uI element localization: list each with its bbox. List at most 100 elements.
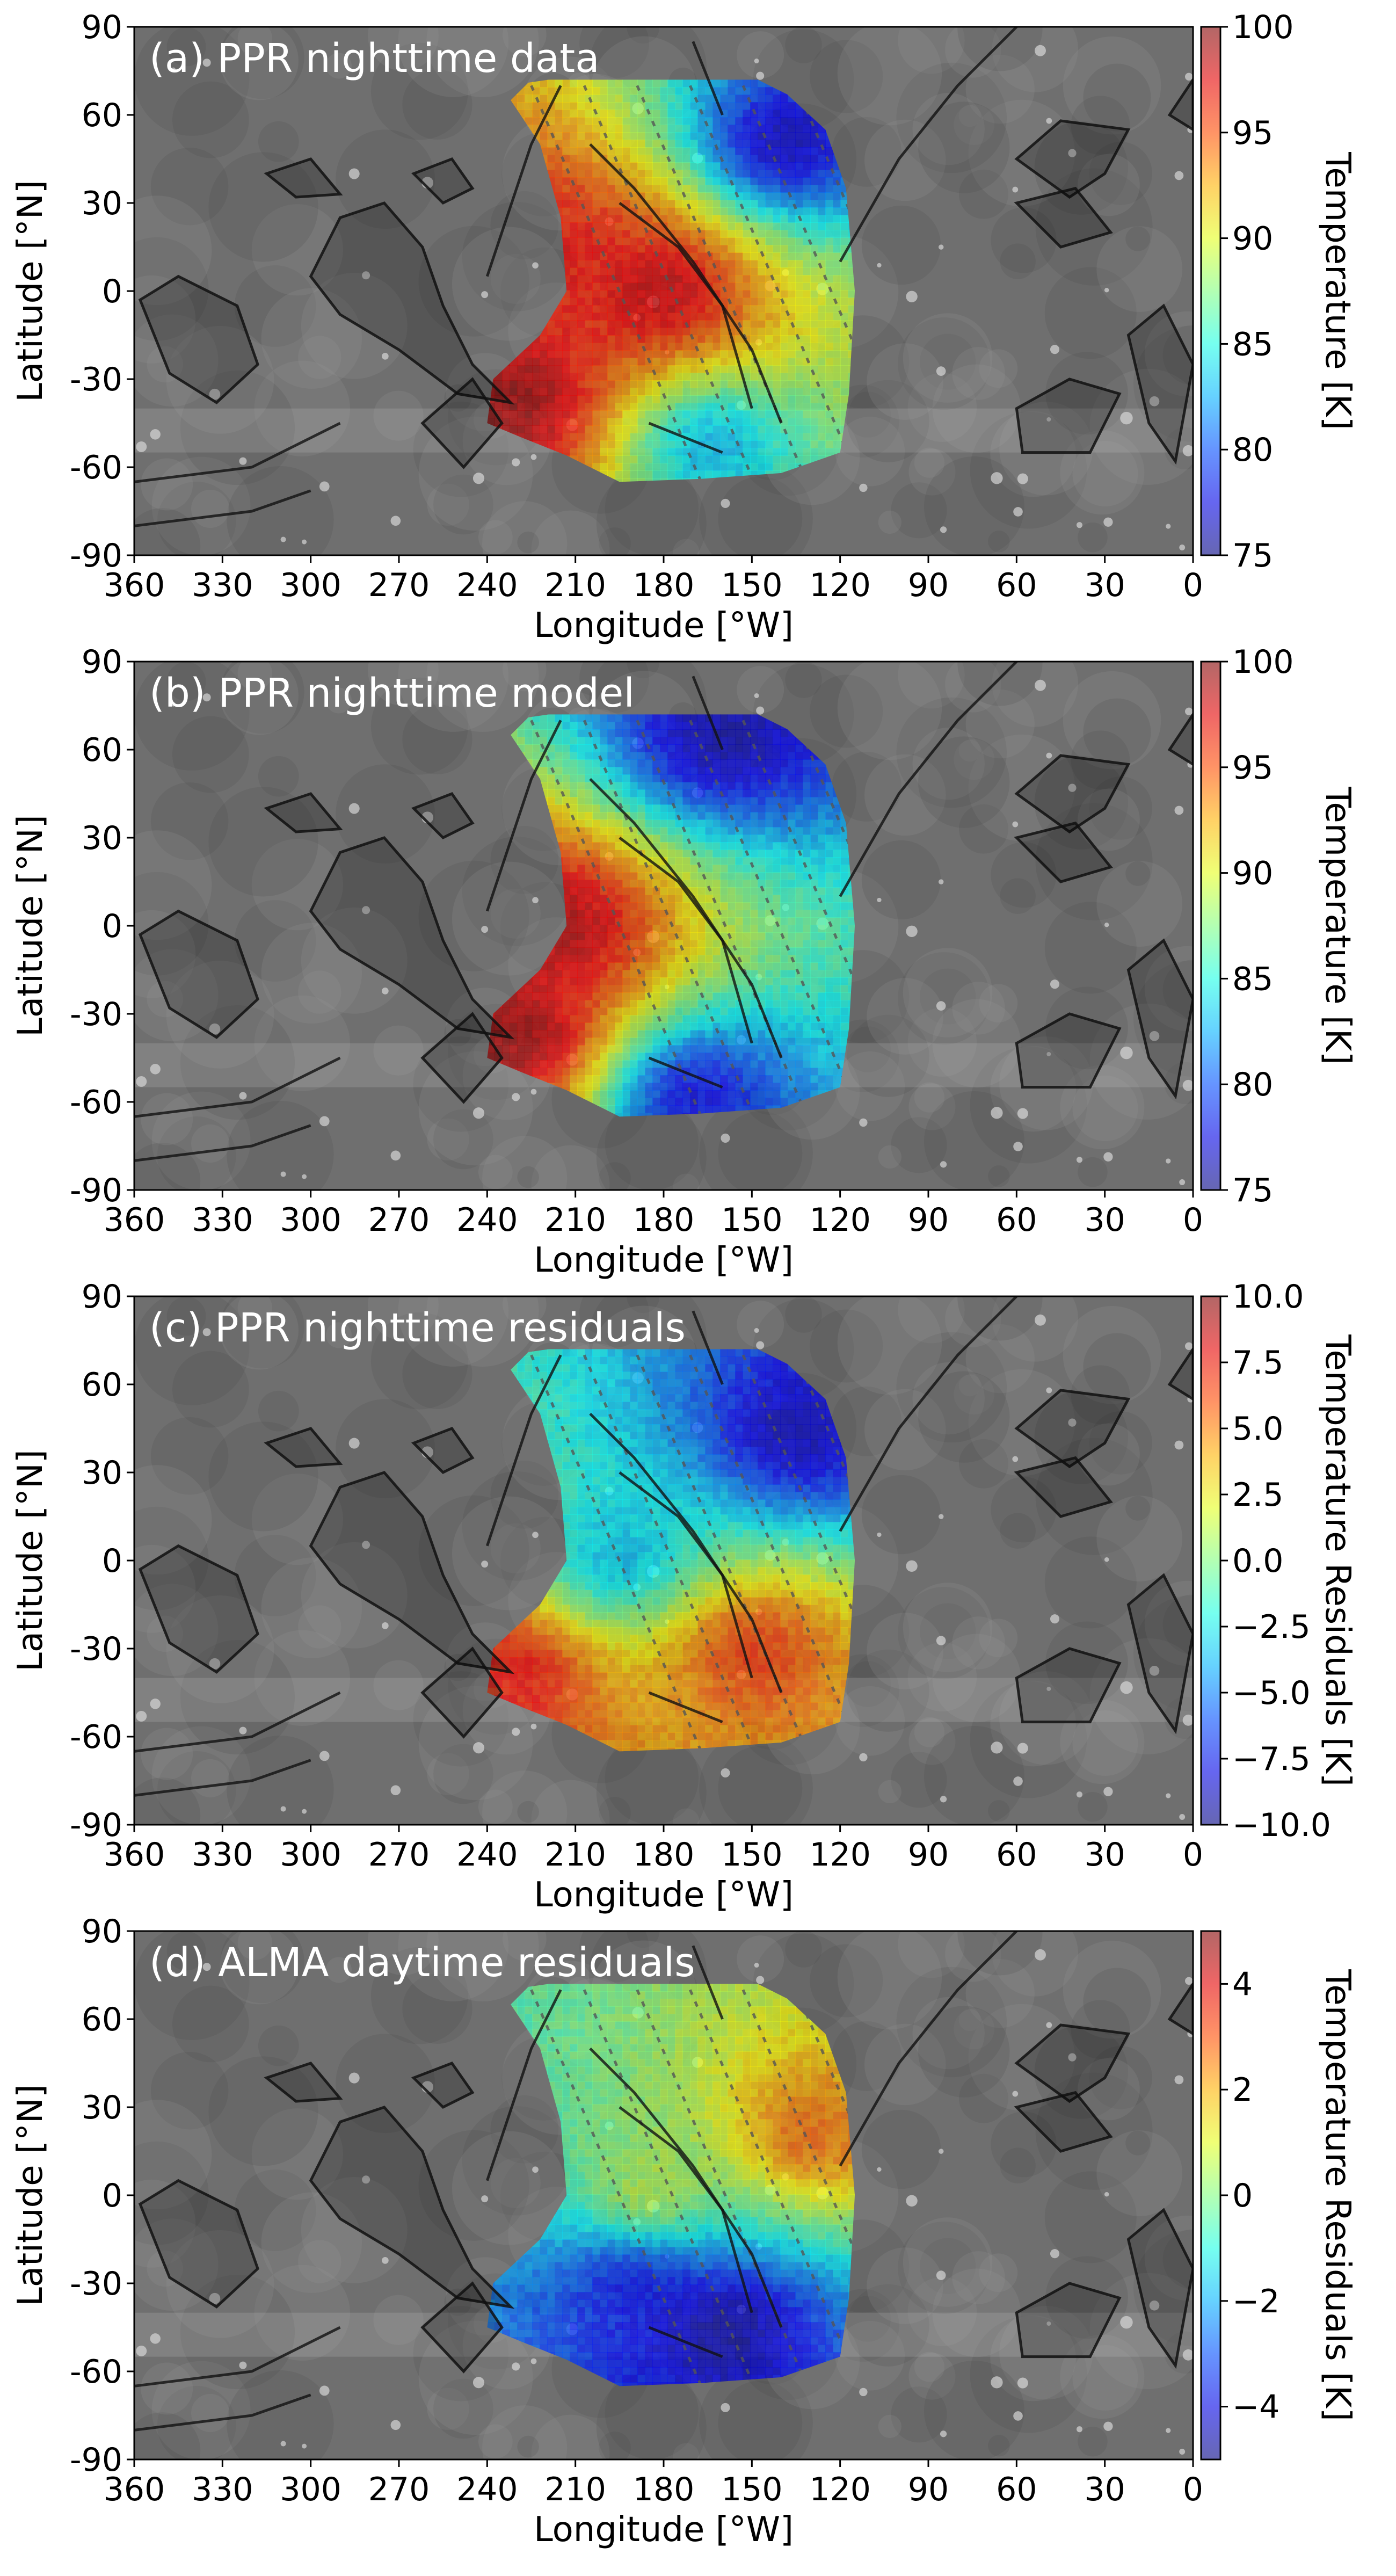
- colorbar-tick-label: −10.0: [1232, 1806, 1331, 1844]
- x-tick-label: 330: [192, 2471, 253, 2508]
- x-tick-label: 330: [192, 567, 253, 604]
- colorbar-tick-label: 100: [1232, 9, 1294, 46]
- x-tick-label: 30: [1084, 567, 1125, 604]
- y-tick-label: 90: [82, 643, 122, 681]
- y-tick-label: -60: [70, 2353, 122, 2391]
- x-tick-label: 0: [1183, 2471, 1203, 2508]
- colorbar-tick-label: 5.0: [1232, 1410, 1283, 1448]
- x-tick-label: 270: [368, 567, 430, 604]
- plot-area-c: [134, 1296, 1193, 1825]
- x-tick-label: 360: [104, 567, 165, 604]
- x-tick-label: 300: [280, 1836, 341, 1874]
- x-axis-b: 360 330 300 270 240 210 180 150 120 90 60 30 0Longit…: [104, 1190, 1203, 1280]
- colorbar-tick-label: 4: [1232, 1965, 1253, 2003]
- colorbar-tick-label: 90: [1232, 855, 1273, 892]
- y-tick-label: 60: [82, 1366, 122, 1404]
- colorbar-label-d: Temperature Residuals [K]: [1318, 1969, 1357, 2421]
- y-tick-label: 90: [82, 1278, 122, 1316]
- colorbar-tick-label: 85: [1232, 325, 1273, 363]
- colorbar-tick-label: 95: [1232, 749, 1273, 787]
- geologic-outlines-c: [134, 1296, 1193, 1797]
- y-tick-label: -30: [70, 2265, 122, 2303]
- colorbar-tick-label: 100: [1232, 643, 1294, 681]
- colorbar-label-b: Temperature [K]: [1318, 786, 1357, 1065]
- x-tick-label: 180: [633, 567, 695, 604]
- x-tick-label: 120: [809, 2471, 871, 2508]
- x-tick-label: 90: [908, 1201, 949, 1239]
- x-tick-label: 0: [1183, 567, 1203, 604]
- y-tick-label: 0: [102, 908, 122, 945]
- y-tick-label: -60: [70, 449, 122, 487]
- x-tick-label: 120: [809, 1201, 871, 1239]
- x-tick-label: 270: [368, 1836, 430, 1874]
- x-tick-label: 300: [280, 1201, 341, 1239]
- panel-title-d: (d) ALMA daytime residuals: [149, 1940, 695, 1986]
- x-tick-label: 210: [544, 1836, 606, 1874]
- x-tick-label: 360: [104, 2471, 165, 2508]
- x-tick-label: 150: [721, 1836, 783, 1874]
- x-axis-label-c: Longitude [°W]: [534, 1875, 794, 1915]
- data-gaps-b: [530, 720, 855, 1117]
- x-tick-label: 150: [721, 1201, 783, 1239]
- y-tick-label: 60: [82, 2001, 122, 2038]
- colorbar-tick-label: 75: [1232, 537, 1273, 575]
- x-tick-label: 300: [280, 567, 341, 604]
- x-tick-label: 0: [1183, 1201, 1203, 1239]
- x-tick-label: 60: [996, 2471, 1037, 2508]
- y-axis-d: 90 60 30 0 -30 -60 -90 Latitude [°N]: [11, 1913, 134, 2479]
- colorbar-tick-label: −2: [1232, 2283, 1279, 2320]
- geologic-outlines-a: [134, 27, 1193, 527]
- y-axis-b: 90 60 30 0 -30 -60 -90 Latitude [°N]: [11, 643, 134, 1209]
- y-tick-label: -90: [70, 537, 122, 575]
- y-tick-label: -60: [70, 1718, 122, 1756]
- y-tick-label: 0: [102, 1542, 122, 1580]
- x-tick-label: 240: [456, 2471, 518, 2508]
- x-tick-label: 240: [456, 1201, 518, 1239]
- colorbar-tick-label: 95: [1232, 114, 1273, 152]
- x-axis-d: 360 330 300 270 240 210 180 150 120 90 60 30 0Longit…: [104, 2459, 1203, 2550]
- y-axis-label-d: Latitude [°N]: [11, 2084, 50, 2306]
- colorbar-tick-label: 90: [1232, 220, 1273, 258]
- x-tick-label: 150: [721, 2471, 783, 2508]
- x-tick-label: 180: [633, 2471, 695, 2508]
- geologic-outlines-b: [134, 662, 1193, 1162]
- colorbar-gradient-b: [1201, 662, 1220, 1190]
- x-tick-label: 360: [104, 1836, 165, 1874]
- y-tick-label: 0: [102, 273, 122, 310]
- panel-title-b: (b) PPR nighttime model: [149, 670, 635, 716]
- colorbar-b: 100 95 90 85 80 75 Temperature [K]: [1200, 643, 1357, 1209]
- y-tick-label: 30: [82, 819, 122, 857]
- y-tick-label: 30: [82, 185, 122, 222]
- colorbar-tick-label: −4: [1232, 2389, 1279, 2426]
- y-axis-label-c: Latitude [°N]: [11, 1449, 50, 1672]
- temperature-field-b: [487, 714, 855, 1117]
- colorbar-tick-label: 10.0: [1232, 1278, 1304, 1316]
- colorbar-label-a: Temperature [K]: [1318, 151, 1357, 430]
- y-axis-a: 90 60 30 0 -30 -60 -90 Latitude [°N]: [11, 9, 134, 575]
- plot-area-b: [134, 662, 1193, 1190]
- x-tick-label: 60: [996, 1836, 1037, 1874]
- colorbar-tick-label: −5.0: [1232, 1674, 1311, 1712]
- plot-area-a: [134, 27, 1193, 555]
- x-axis-label-a: Longitude [°W]: [534, 606, 794, 645]
- y-axis-c: 90 60 30 0 -30 -60 -90 Latitude [°N]: [11, 1278, 134, 1844]
- y-axis-label-a: Latitude [°N]: [11, 180, 50, 402]
- x-tick-label: 270: [368, 2471, 430, 2508]
- colorbar-d: 4 2 0 −2 −4 Temperature Residuals [K]: [1200, 1930, 1357, 2461]
- colorbar-tick-label: 2: [1232, 2071, 1253, 2109]
- x-tick-label: 120: [809, 1836, 871, 1874]
- x-tick-label: 0: [1183, 1836, 1203, 1874]
- colorbar-c: 10.0 7.5 5.0 2.5 0.0 −2.5 −5.0 −7.5 −10.0 Tempera…: [1200, 1278, 1357, 1844]
- colorbar-gradient-a: [1201, 27, 1220, 555]
- x-tick-label: 180: [633, 1201, 695, 1239]
- geologic-outlines-d: [134, 1931, 1193, 2432]
- colorbar-a: 100 95 90 85 80 75 Temperature [K]: [1200, 9, 1357, 575]
- x-axis-label-d: Longitude [°W]: [534, 2510, 794, 2550]
- y-axis-label-b: Latitude [°N]: [11, 815, 50, 1037]
- y-tick-label: 60: [82, 731, 122, 769]
- x-tick-label: 90: [908, 2471, 949, 2508]
